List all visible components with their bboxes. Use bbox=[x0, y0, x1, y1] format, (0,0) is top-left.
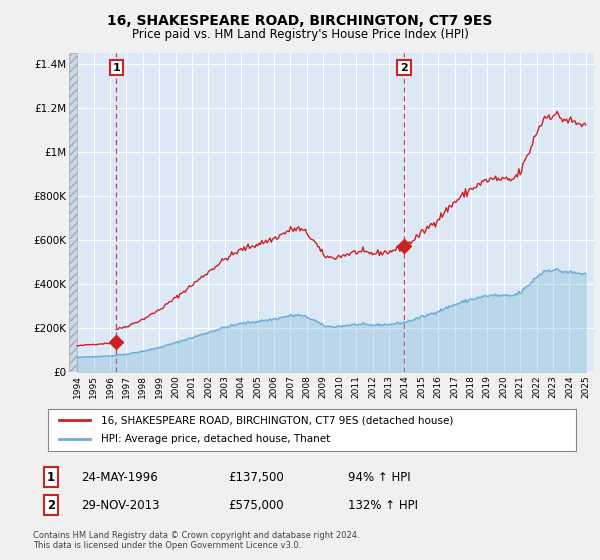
Text: 1: 1 bbox=[112, 63, 120, 73]
Bar bbox=[69, 53, 77, 372]
Text: Contains HM Land Registry data © Crown copyright and database right 2024.
This d: Contains HM Land Registry data © Crown c… bbox=[33, 531, 359, 550]
Text: HPI: Average price, detached house, Thanet: HPI: Average price, detached house, Than… bbox=[101, 435, 330, 445]
Text: 1: 1 bbox=[47, 470, 55, 484]
Text: Price paid vs. HM Land Registry's House Price Index (HPI): Price paid vs. HM Land Registry's House … bbox=[131, 28, 469, 41]
Text: £575,000: £575,000 bbox=[228, 498, 284, 512]
Point bbox=[399, 241, 409, 250]
Text: 2: 2 bbox=[47, 498, 55, 512]
Text: 24-MAY-1996: 24-MAY-1996 bbox=[81, 470, 158, 484]
Text: 132% ↑ HPI: 132% ↑ HPI bbox=[348, 498, 418, 512]
Text: 94% ↑ HPI: 94% ↑ HPI bbox=[348, 470, 410, 484]
Text: 16, SHAKESPEARE ROAD, BIRCHINGTON, CT7 9ES (detached house): 16, SHAKESPEARE ROAD, BIRCHINGTON, CT7 9… bbox=[101, 415, 453, 425]
Text: 29-NOV-2013: 29-NOV-2013 bbox=[81, 498, 160, 512]
Point bbox=[112, 338, 121, 347]
Text: 16, SHAKESPEARE ROAD, BIRCHINGTON, CT7 9ES: 16, SHAKESPEARE ROAD, BIRCHINGTON, CT7 9… bbox=[107, 14, 493, 28]
Text: £137,500: £137,500 bbox=[228, 470, 284, 484]
Text: 2: 2 bbox=[400, 63, 408, 73]
